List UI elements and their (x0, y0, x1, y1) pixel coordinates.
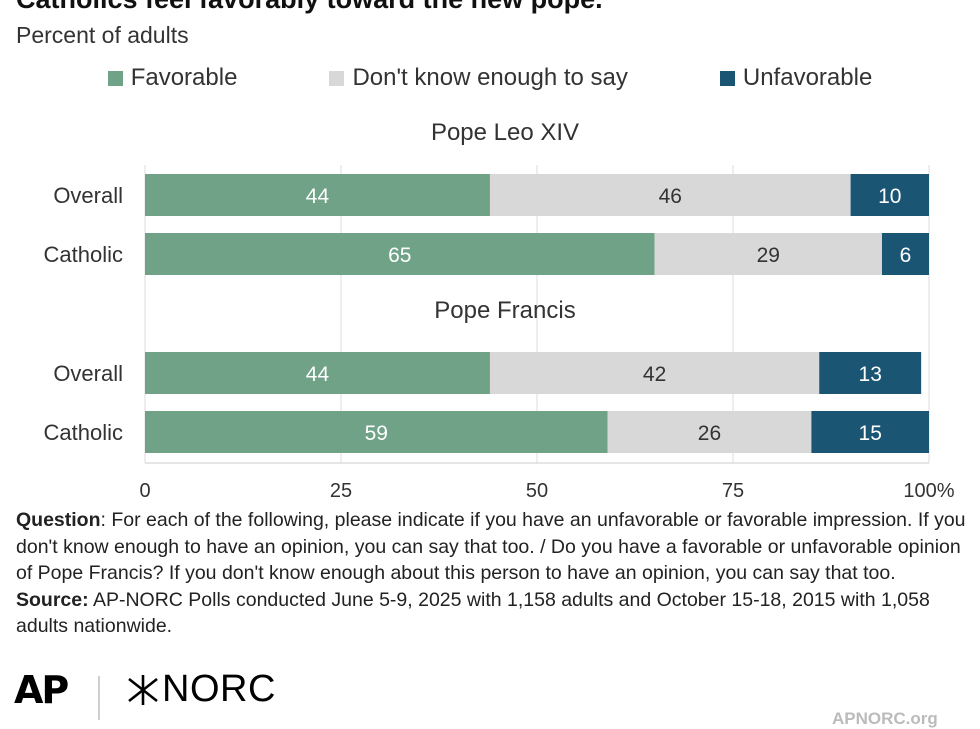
group-title-pope-leo-xiv: Pope Leo XIV (431, 119, 579, 146)
source-text: AP-NORC Polls conducted June 5-9, 2025 w… (16, 588, 930, 638)
row-label-catholic: Catholic (44, 420, 123, 445)
data-label-pope-francis-catholic-favorable: 59 (365, 422, 388, 445)
x-tick-label-50: 50 (526, 480, 548, 502)
legend-swatch-favorable (107, 70, 123, 86)
row-label-overall: Overall (53, 361, 123, 386)
bar-pope-francis-catholic-unfavorable (811, 411, 929, 453)
legend-label-dont-know: Don't know enough to say (352, 64, 628, 91)
data-label-pope-leo-xiv-catholic-don-t-know-enough-to-say: 29 (757, 244, 780, 267)
legend-label-favorable: Favorable (130, 64, 238, 91)
ap-logo: AP (14, 668, 69, 712)
legend-swatch-unfavorable (719, 70, 735, 86)
bar-pope-leo-xiv-catholic-unfavorable (881, 233, 929, 275)
stacked-bar-chart: Pope Leo XIV Overall 44 46 10 Catholic 65 29 6 Po… (44, 119, 955, 502)
legend-swatch-dont-know (329, 70, 345, 86)
row-label-overall: Overall (53, 183, 123, 208)
bar-pope-leo-xiv-overall-unfavorable (850, 174, 929, 216)
row-label-catholic: Catholic (44, 242, 123, 267)
question-label: Question (16, 509, 101, 531)
data-label-pope-leo-xiv-catholic-favorable: 65 (388, 244, 411, 267)
bar-pope-francis-catholic-don-t-know-enough-to-say (607, 411, 812, 453)
question-note: Question: For each of the following, ple… (16, 507, 966, 587)
norc-star-icon (128, 674, 158, 705)
chart-subtitle: Percent of adults (16, 22, 189, 48)
group-title-pope-francis: Pope Francis (434, 297, 575, 324)
bar-pope-francis-overall-favorable (145, 352, 490, 394)
data-label-pope-leo-xiv-overall-don-t-know-enough-to-say: 46 (659, 185, 682, 208)
norc-logo-text: NORC (162, 668, 276, 710)
x-tick-label-100: 100% (903, 480, 954, 502)
chart-title: Catholics feel favorably toward the new … (16, 0, 603, 15)
norc-logo: NORC (126, 668, 276, 711)
legend: Favorable Don't know enough to say Unfav… (0, 64, 980, 92)
site-url: APNORC.org (832, 709, 938, 728)
legend-item-favorable: Favorable (107, 64, 238, 92)
legend-item-unfavorable: Unfavorable (719, 64, 873, 92)
data-label-pope-francis-overall-favorable: 44 (306, 363, 330, 386)
data-label-pope-francis-overall-unfavorable: 13 (859, 363, 882, 386)
source-label: Source: (16, 588, 89, 611)
data-label-pope-leo-xiv-overall-favorable: 44 (306, 185, 330, 208)
bar-pope-francis-overall-don-t-know-enough-to-say (489, 352, 820, 394)
bar-pope-leo-xiv-overall-favorable (145, 174, 490, 216)
chart-notes: Question: For each of the following, ple… (16, 507, 966, 640)
data-label-pope-leo-xiv-catholic-unfavorable: 6 (900, 244, 912, 267)
question-text: : For each of the following, please indi… (16, 509, 966, 584)
logo-divider (98, 676, 100, 720)
legend-label-unfavorable: Unfavorable (742, 64, 873, 91)
data-label-pope-leo-xiv-overall-unfavorable: 10 (878, 185, 901, 208)
x-tick-label-25: 25 (330, 480, 352, 502)
data-label-pope-francis-catholic-don-t-know-enough-to-say: 26 (698, 422, 721, 445)
bar-pope-leo-xiv-catholic-favorable (145, 233, 655, 275)
x-tick-label-75: 75 (722, 480, 744, 502)
bar-pope-leo-xiv-overall-don-t-know-enough-to-say (489, 174, 851, 216)
source-note: Source: AP-NORC Polls conducted June 5-9… (16, 587, 966, 640)
bar-pope-francis-catholic-favorable (145, 411, 608, 453)
x-tick-label-0: 0 (139, 480, 150, 502)
bar-pope-francis-overall-unfavorable (819, 352, 922, 394)
legend-item-dont-know: Don't know enough to say (329, 64, 628, 92)
bar-pope-leo-xiv-catholic-don-t-know-enough-to-say (654, 233, 882, 275)
data-label-pope-francis-overall-don-t-know-enough-to-say: 42 (643, 363, 666, 386)
data-label-pope-francis-catholic-unfavorable: 15 (859, 422, 882, 445)
